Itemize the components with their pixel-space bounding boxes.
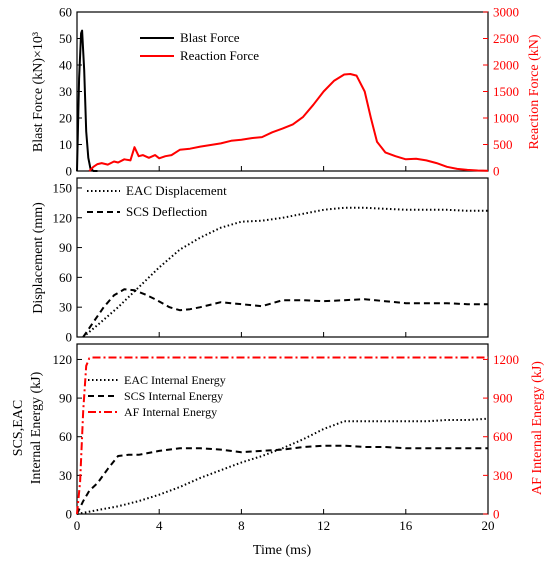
- legend-label-scs-internal-energy: SCS Internal Energy: [124, 389, 223, 403]
- top-right-y-tick-label-2: 1000: [493, 111, 519, 126]
- series-line-eac-displacement: [82, 206, 488, 338]
- bot-x-tick-label-2: 8: [238, 518, 245, 533]
- panel-bottom-right-ticks: 0 300 600 900 1200: [483, 352, 519, 522]
- series-line-scs-internal-energy: [76, 444, 488, 515]
- series-line-eac-internal-energy: [76, 417, 489, 515]
- panel-middle-x-ticks: [76, 332, 489, 337]
- bot-x-tick-label-4: 16: [399, 518, 413, 533]
- legend-label-eac-internal-energy: EAC Internal Energy: [124, 373, 226, 387]
- top-left-y-tick-label-6: 60: [59, 5, 72, 20]
- panel-bottom-ylabel-left-line1: SCS,EAC: [11, 400, 26, 456]
- panel-bottom-frame: [76, 343, 489, 515]
- legend-label-eac-displacement: EAC Displacement: [126, 183, 227, 198]
- bot-left-y-tick-label-2: 60: [59, 429, 72, 444]
- series-line-blast-force: [76, 29, 98, 172]
- bot-left-y-tick-label-3: 90: [59, 391, 72, 406]
- bot-x-tick-label-1: 4: [156, 518, 163, 533]
- bot-x-tick-label-3: 12: [317, 518, 330, 533]
- bot-x-tick-label-0: 0: [74, 518, 81, 533]
- bot-right-y-tick-label-0: 0: [493, 507, 500, 522]
- mid-y-tick-label-0: 0: [66, 330, 73, 345]
- mid-y-tick-label-1: 30: [59, 300, 72, 315]
- panel-middle-y-ticks: 0 30 60 90 120 150: [53, 180, 82, 345]
- bot-right-y-tick-label-1: 300: [493, 468, 513, 483]
- panel-top-frame: [76, 11, 489, 172]
- panel-top-x-ticks: [76, 166, 489, 171]
- panel-top-ylabel-left: Blast Force (kN)×10³: [31, 32, 46, 152]
- top-right-y-tick-label-6: 3000: [493, 5, 519, 20]
- top-right-y-tick-label-5: 2500: [493, 31, 519, 46]
- panel-bottom-xlabel: Time (ms): [253, 543, 312, 558]
- bot-right-y-tick-label-4: 1200: [493, 352, 519, 367]
- panel-bottom-x-ticks: 0 4 8 12 16 20: [74, 509, 495, 533]
- legend-label-reaction-force: Reaction Force: [180, 48, 259, 63]
- series-line-scs-deflection: [82, 288, 488, 338]
- top-right-y-tick-label-3: 1500: [493, 84, 519, 99]
- panel-bottom-series: [76, 356, 489, 515]
- panel-middle-series: [82, 206, 488, 338]
- legend-label-af-internal-energy: AF Internal Energy: [124, 405, 217, 419]
- panel-bottom-ylabel-left-line2: Internal Energy (kJ): [29, 371, 44, 484]
- panel-middle-frame: [76, 177, 489, 338]
- panel-middle-legend: EAC Displacement SCS Deflection: [87, 183, 227, 219]
- top-right-y-tick-label-4: 2000: [493, 58, 519, 73]
- mid-y-tick-label-2: 60: [59, 270, 72, 285]
- series-line-af-internal-energy: [76, 356, 488, 515]
- top-left-y-tick-label-0: 0: [66, 164, 73, 179]
- panel-top-right-ticks: 0 500 1000 1500 2000 2500 3000: [483, 5, 519, 179]
- panel-middle: 0 30 60 90 120 150 Displacement (mm) EAC Disp…: [31, 177, 489, 345]
- bot-right-y-tick-label-3: 900: [493, 391, 513, 406]
- legend-label-blast-force: Blast Force: [180, 30, 240, 45]
- mid-y-tick-label-4: 120: [53, 210, 73, 225]
- series-line-reaction-force: [88, 73, 489, 172]
- top-left-y-tick-label-3: 30: [59, 84, 72, 99]
- mid-y-tick-label-5: 150: [53, 180, 73, 195]
- panel-bottom-left-ticks: 0 30 60 90 120: [53, 352, 82, 522]
- top-right-y-tick-label-0: 0: [493, 164, 500, 179]
- panel-bottom: 0 30 60 90 120 0 300 600 900 1200 0 4 8 12 16 20 SCS,…: [11, 343, 545, 558]
- panel-top-ylabel-right: Reaction Force (kN): [527, 34, 542, 149]
- top-left-y-tick-label-2: 20: [59, 111, 72, 126]
- top-right-y-tick-label-1: 500: [493, 137, 513, 152]
- bot-right-y-tick-label-2: 600: [493, 429, 513, 444]
- panel-top-legend: Blast Force Reaction Force: [140, 30, 259, 63]
- panel-top-series: [76, 29, 489, 172]
- legend-label-scs-deflection: SCS Deflection: [126, 204, 208, 219]
- top-left-y-tick-label-1: 10: [59, 137, 72, 152]
- bot-left-y-tick-label-1: 30: [59, 468, 72, 483]
- bot-x-tick-label-5: 20: [482, 518, 495, 533]
- panel-top-left-ticks: 0 10 20 30 40 50 60: [59, 5, 82, 179]
- panel-top: 0 10 20 30 40 50 60 0 500 1000 1500 2000 2500 3000 B…: [31, 5, 542, 179]
- panel-middle-ylabel: Displacement (mm): [31, 202, 46, 314]
- panel-bottom-legend: EAC Internal Energy SCS Internal Energy …: [88, 373, 226, 419]
- mid-y-tick-label-3: 90: [59, 240, 72, 255]
- bot-left-y-tick-label-0: 0: [66, 507, 73, 522]
- top-left-y-tick-label-5: 50: [59, 31, 72, 46]
- bot-left-y-tick-label-4: 120: [53, 352, 73, 367]
- panel-bottom-ylabel-right: AF Internal Energy (kJ): [530, 361, 545, 495]
- top-left-y-tick-label-4: 40: [59, 58, 72, 73]
